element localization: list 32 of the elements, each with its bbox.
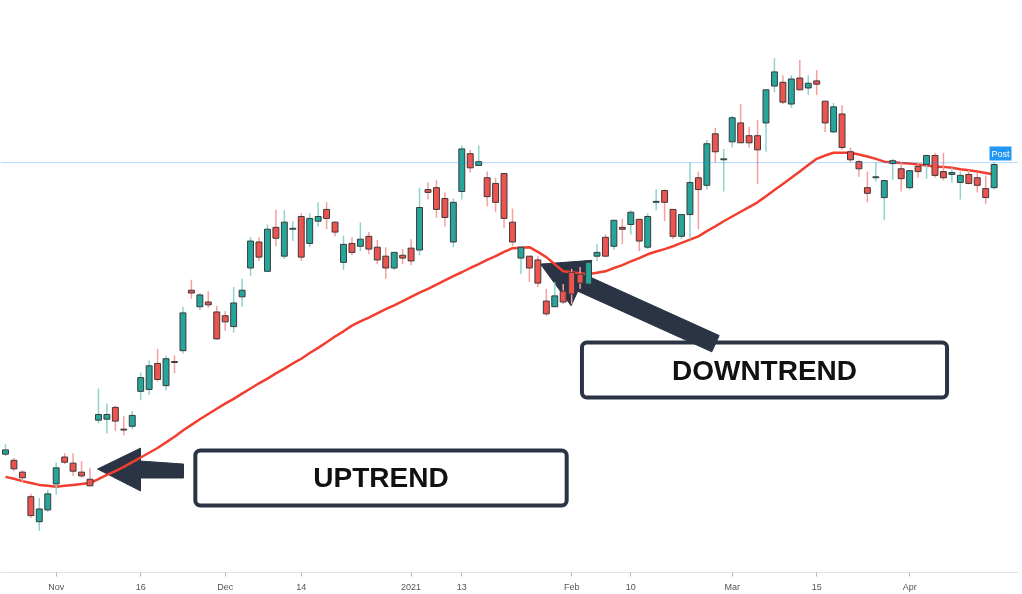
x-tick-label: 14 [296, 581, 307, 592]
x-tick-label: Feb [563, 581, 580, 592]
candlestick [880, 179, 888, 222]
candlestick [69, 452, 77, 477]
candlestick [509, 207, 516, 248]
candlestick [889, 158, 897, 181]
x-tick-label: 2021 [401, 581, 422, 592]
candlestick [52, 461, 60, 496]
x-tick-label: 16 [135, 581, 146, 592]
x-tick-label: 13 [456, 581, 467, 592]
candlestick [872, 161, 880, 183]
candlestick [238, 278, 246, 308]
candlestick [711, 126, 719, 164]
candlestick [120, 415, 128, 437]
candlestick [187, 279, 195, 300]
x-tick-label: 10 [625, 581, 636, 592]
candlestick [990, 161, 998, 191]
candlestick [863, 170, 871, 204]
x-tick-label: 15 [811, 581, 822, 592]
x-tick-label: Dec [217, 581, 234, 592]
annotation: DOWNTREND [671, 354, 858, 386]
x-tick-label: Mar [724, 581, 740, 592]
candlestick [137, 371, 145, 402]
ref-line-label: Post [991, 148, 1010, 159]
candlestick [720, 148, 728, 193]
candlestick [982, 174, 990, 205]
candlestick [627, 209, 635, 236]
x-tick-label: Apr [902, 581, 917, 592]
candlestick [27, 493, 35, 519]
candlestick [973, 171, 981, 194]
annotation: UPTREND [313, 462, 449, 494]
x-tick-label: Nov [48, 581, 65, 592]
